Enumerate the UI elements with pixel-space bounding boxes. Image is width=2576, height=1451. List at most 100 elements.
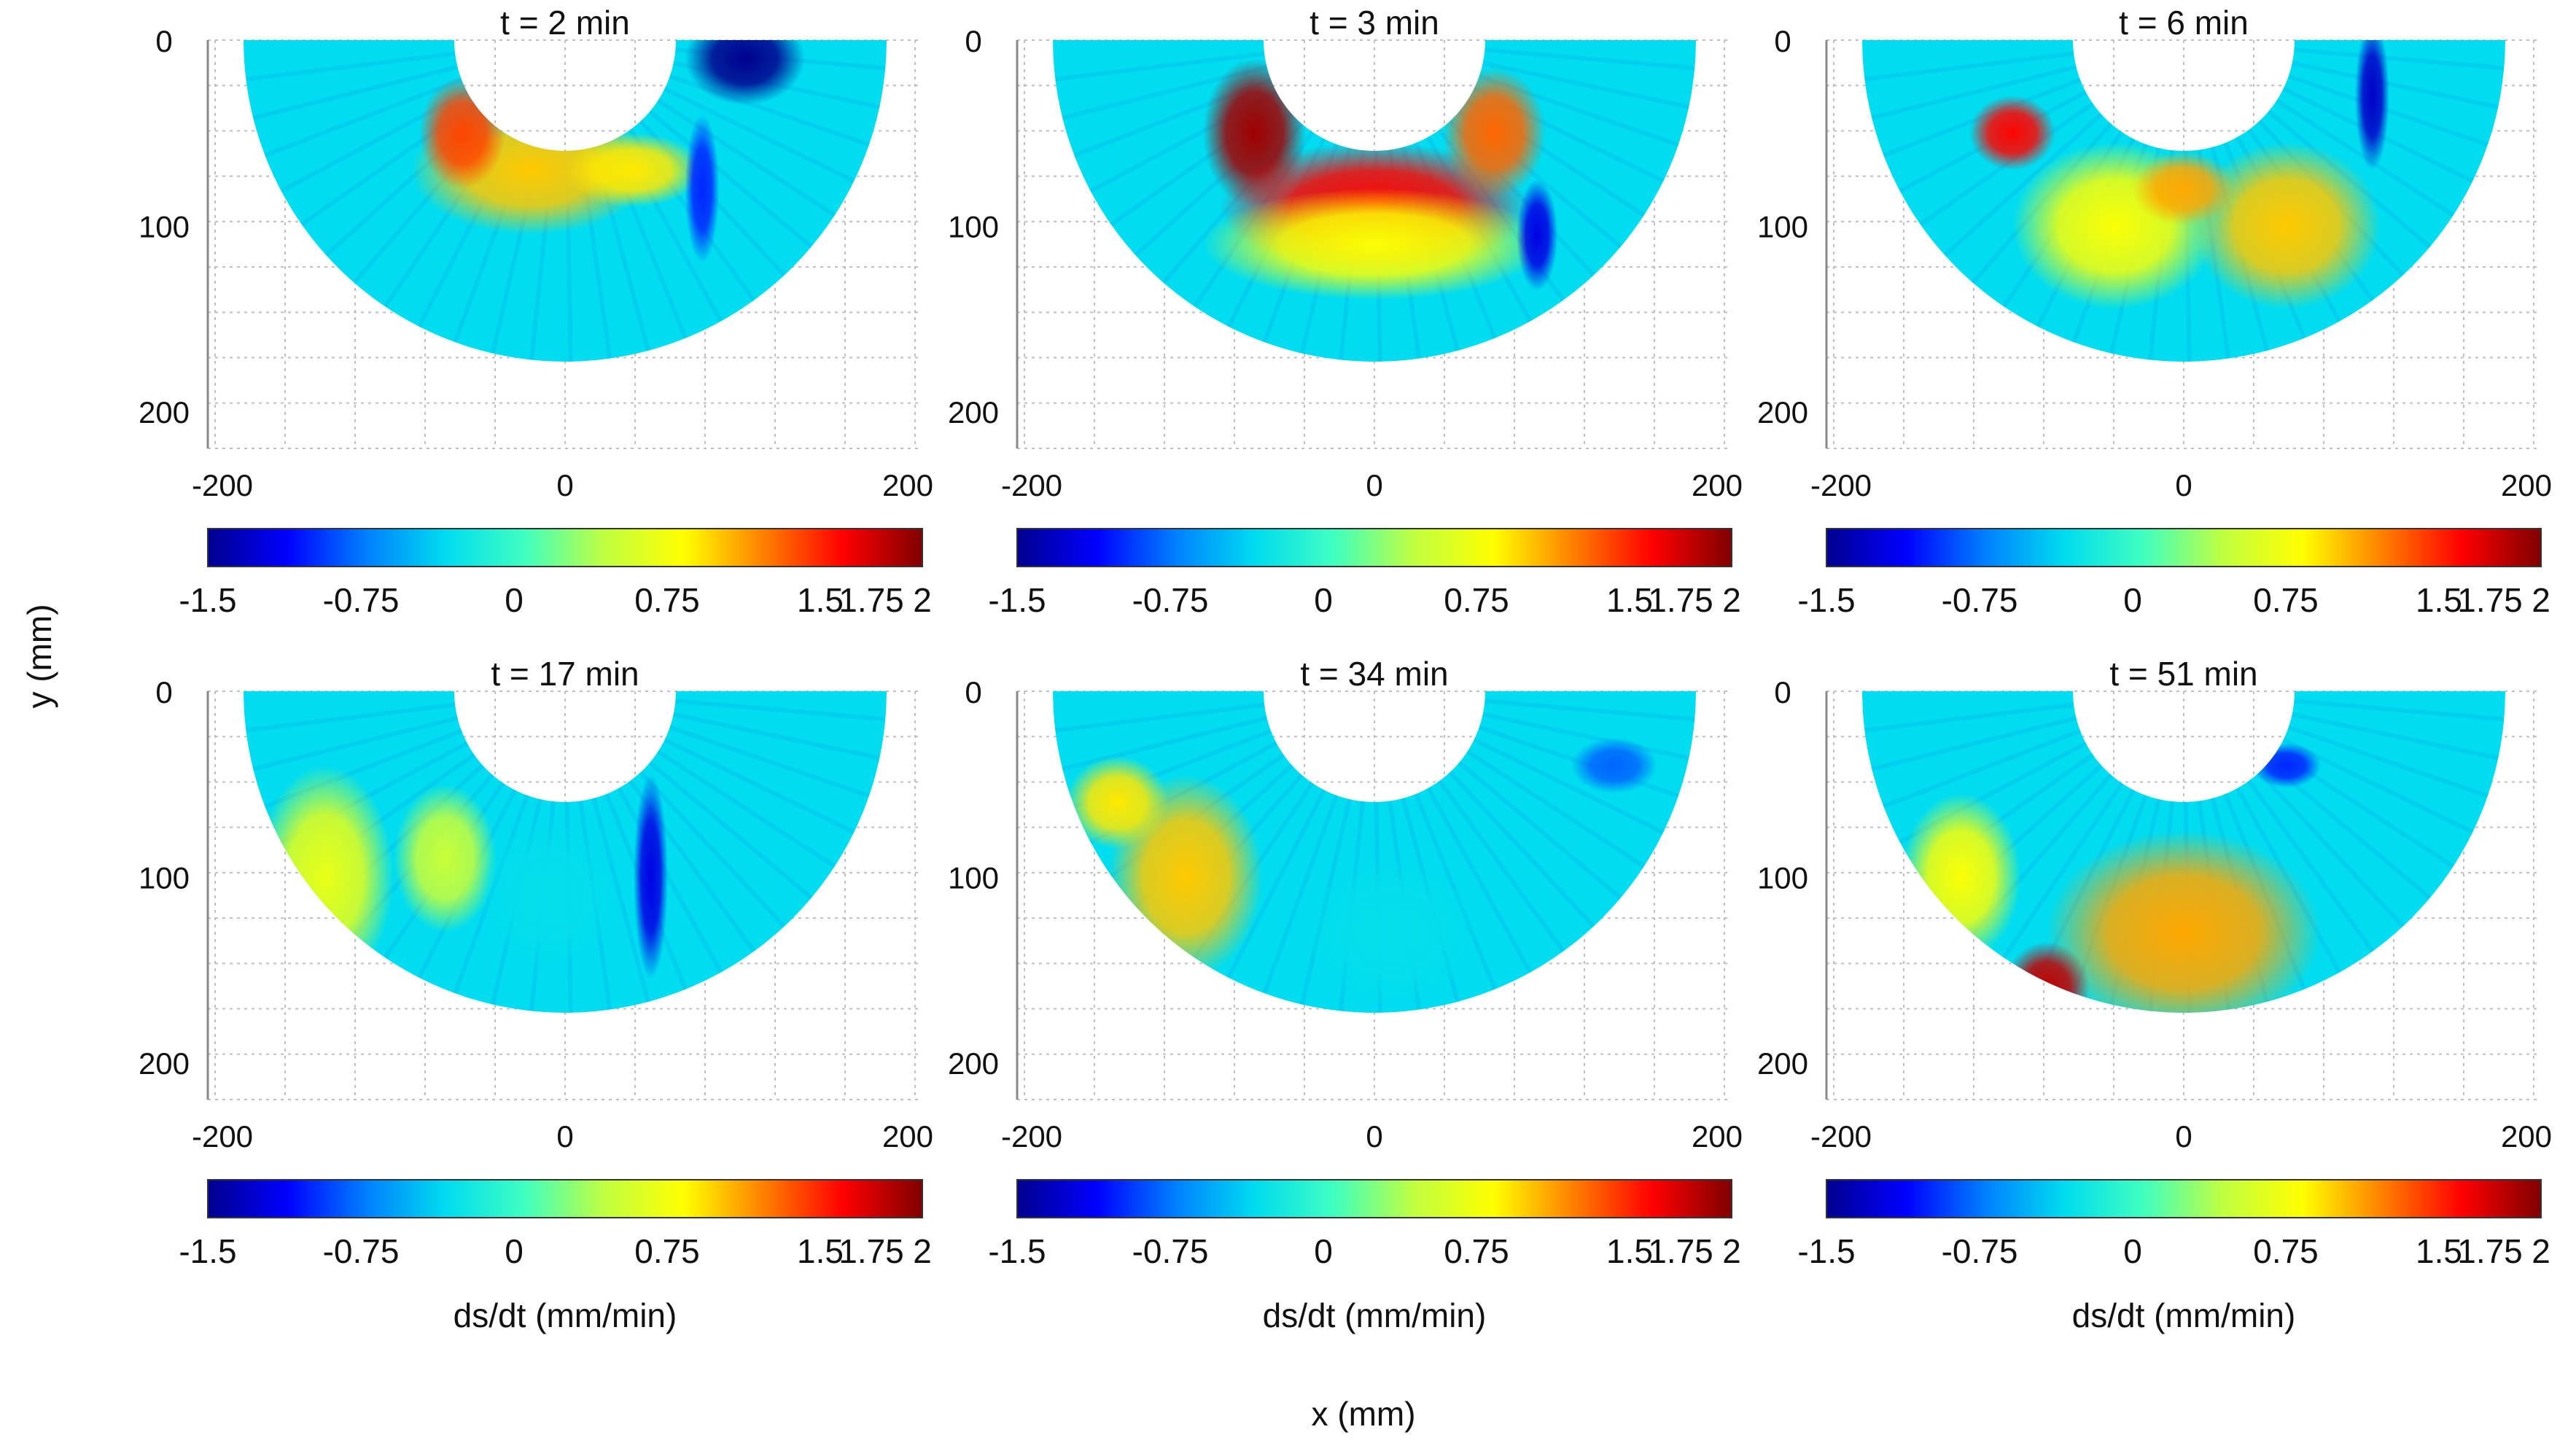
heatmap-field xyxy=(1862,40,2505,362)
x-tick-label: 200 xyxy=(2501,468,2552,502)
streak xyxy=(264,77,463,157)
streak xyxy=(1482,712,1689,760)
colorbar-label: ds/dt (mm/min) xyxy=(454,1296,677,1334)
panel-title: t = 51 min xyxy=(2109,655,2257,693)
y-tick-label: 100 xyxy=(948,210,999,244)
panel-b: t = 3 min 0 100 200 -200 0 200 -1.5 -0.75 0 0.75 1.… xyxy=(948,4,1743,619)
y-tick-label: 100 xyxy=(139,210,190,244)
colorbar-tick-label: 1.75 xyxy=(838,1232,904,1270)
colorbar-tick-label: 2 xyxy=(1722,581,1741,619)
streak xyxy=(648,109,813,249)
colorbar xyxy=(1016,528,1732,567)
streak xyxy=(2294,47,2505,71)
streak xyxy=(245,51,456,82)
x-axis-label: x (mm) xyxy=(1311,1395,1415,1433)
colorbar-tick-label: 1.75 xyxy=(1648,1232,1713,1270)
colorbar-tick-label: 2 xyxy=(913,581,932,619)
streak xyxy=(1458,760,1622,900)
hotspot xyxy=(1203,188,1546,300)
y-tick-label: 0 xyxy=(155,675,172,709)
streak xyxy=(1943,112,2104,257)
x-tick-label: -200 xyxy=(1001,1119,1062,1154)
panel-a: t = 2 min 0 100 200 -200 0 200 -1.5 -0.75 0 0.75 1.… xyxy=(139,4,933,619)
colorbar-tick-label: 0.75 xyxy=(1444,1232,1509,1270)
streak xyxy=(675,699,886,722)
streak xyxy=(664,737,855,835)
streak xyxy=(1871,64,2077,120)
y-tick-label: 0 xyxy=(155,24,172,58)
x-tick-label: 0 xyxy=(2175,468,2192,502)
colorbar-label: ds/dt (mm/min) xyxy=(2072,1296,2296,1334)
hotspot xyxy=(2355,40,2389,171)
colorbar-tick-label: 0 xyxy=(2123,581,2142,619)
colorbar-tick-label: 0 xyxy=(1314,1232,1333,1270)
streak xyxy=(639,771,786,928)
panel-e: t = 34 min 0 100 200 -200 0 200 -1.5 -0.75 0 0.75 1… xyxy=(948,655,1743,1334)
colorbar-tick-label: -1.5 xyxy=(988,581,1046,619)
colorbar-tick-label: 1.5 xyxy=(797,581,844,619)
hotspot xyxy=(419,77,505,189)
x-tick-label: 0 xyxy=(556,468,573,502)
heatmap-field xyxy=(1862,691,2505,1013)
colorbar-tick-label: 1.75 xyxy=(2457,1232,2523,1270)
streak xyxy=(1448,771,1595,928)
hotspot xyxy=(1443,68,1546,198)
colorbar-tick-label: 1.5 xyxy=(1606,1232,1653,1270)
colorbar-tick-label: -1.5 xyxy=(179,581,236,619)
streak xyxy=(656,750,836,868)
colorbar-tick-label: 0.75 xyxy=(634,581,700,619)
y-tick-label: 100 xyxy=(948,861,999,895)
colorbar-tick-label: 2 xyxy=(913,1232,932,1270)
streak xyxy=(1864,51,2074,82)
streak xyxy=(2291,712,2499,760)
colorbar-tick-label: -1.5 xyxy=(988,1232,1046,1270)
y-tick-label: 200 xyxy=(1757,1046,1808,1081)
hotspot xyxy=(2004,941,2090,1013)
colorbar-tick-label: 0 xyxy=(1314,581,1333,619)
streak xyxy=(672,712,880,760)
colorbar-tick-label: -0.75 xyxy=(1132,1232,1209,1270)
hotspot xyxy=(479,821,617,970)
streak xyxy=(1482,61,1689,109)
streak xyxy=(1484,47,1695,71)
colorbar xyxy=(207,528,923,567)
colorbar-tick-label: 0 xyxy=(505,1232,524,1270)
panel-title: t = 34 min xyxy=(1300,655,1448,693)
colorbar-tick-label: 0 xyxy=(2123,1232,2142,1270)
x-tick-label: -200 xyxy=(1810,468,1872,502)
streak xyxy=(1883,728,2082,809)
hotspot xyxy=(685,114,720,263)
streak xyxy=(648,760,813,900)
heatmap-field xyxy=(244,40,887,362)
hotspot xyxy=(1306,858,1477,1007)
colorbar-tick-label: -1.5 xyxy=(1797,1232,1855,1270)
colorbar-tick-label: 2 xyxy=(2532,1232,2550,1270)
heatmap-field xyxy=(1053,691,1696,1013)
panel-d: t = 17 min 0 100 200 -200 0 200 -1.5 -0.75 0 0.75 1… xyxy=(139,655,933,1334)
colorbar-tick-label: 2 xyxy=(1722,1232,1741,1270)
streak xyxy=(2246,779,2375,953)
colorbar-tick-label: -0.75 xyxy=(323,581,400,619)
x-tick-label: 0 xyxy=(2175,1119,2192,1154)
x-tick-label: -200 xyxy=(192,1119,253,1154)
panel-title: t = 6 min xyxy=(2119,4,2249,42)
y-tick-label: 100 xyxy=(1757,210,1808,244)
streak xyxy=(1426,787,1533,974)
streak xyxy=(2294,699,2505,722)
colorbar-tick-label: -0.75 xyxy=(1942,1232,2018,1270)
colorbar-tick-label: 0.75 xyxy=(2253,581,2319,619)
x-tick-label: 0 xyxy=(1366,468,1382,502)
streak xyxy=(252,715,459,771)
streak xyxy=(252,64,459,120)
y-tick-label: 200 xyxy=(948,395,999,429)
colorbar-tick-label: 1.5 xyxy=(1606,581,1653,619)
hotspot xyxy=(685,40,805,106)
hotspot xyxy=(2252,743,2321,788)
colorbar xyxy=(207,1179,923,1218)
hotspot xyxy=(2047,830,2321,1013)
streak xyxy=(656,98,836,217)
colorbar-tick-label: 0.75 xyxy=(1444,581,1509,619)
x-tick-label: 0 xyxy=(556,1119,573,1154)
colorbar-tick-label: 1.5 xyxy=(2416,581,2462,619)
